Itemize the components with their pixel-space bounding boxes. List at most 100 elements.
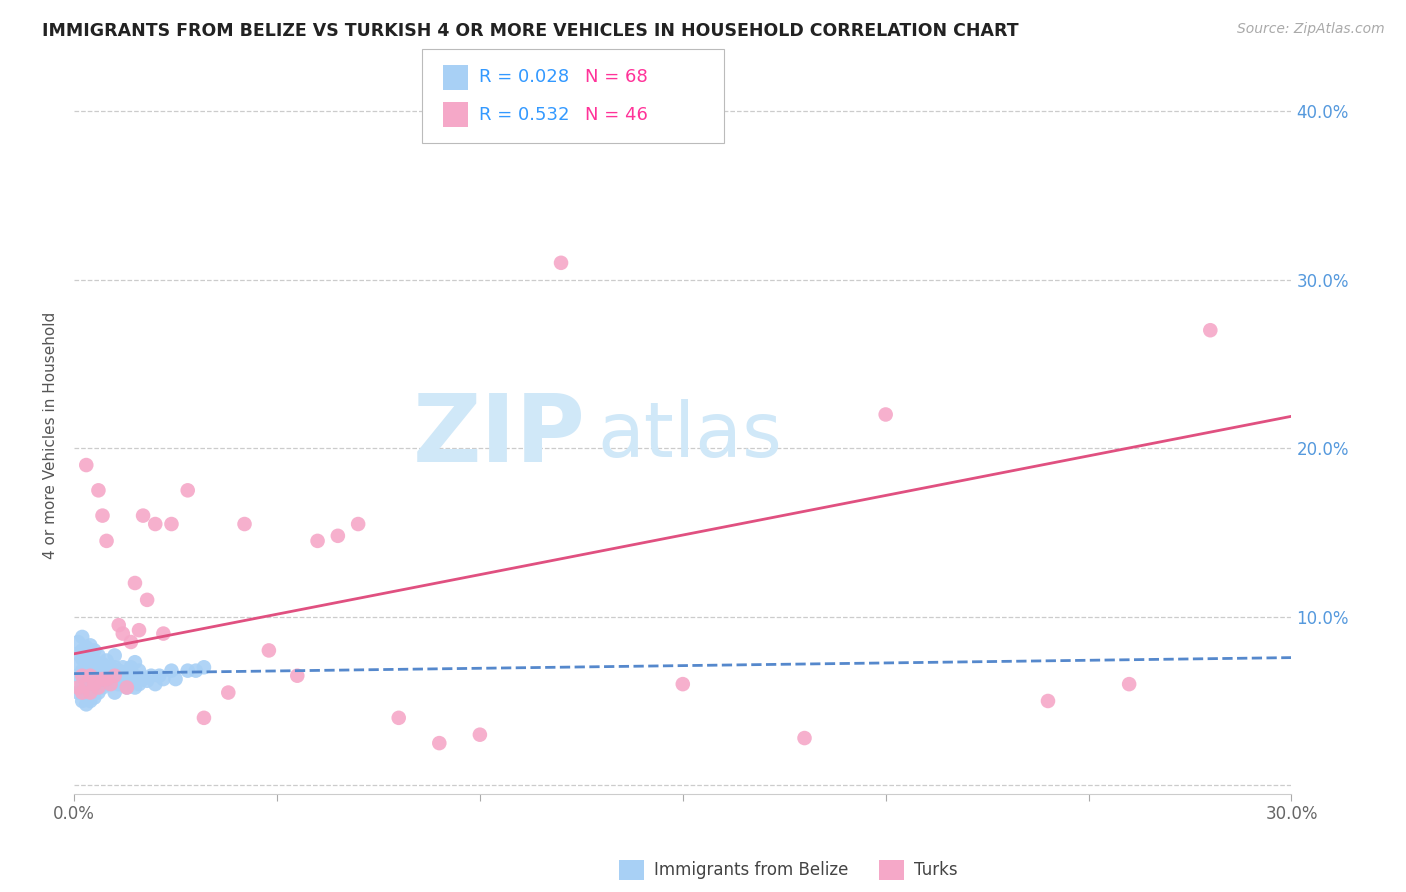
- Point: [111, 673, 134, 688]
- Text: R = 0.532: R = 0.532: [479, 105, 569, 123]
- Point: [257, 643, 280, 657]
- Point: [75, 698, 97, 712]
- Point: [70, 669, 93, 683]
- Point: [124, 576, 146, 591]
- Point: [120, 660, 142, 674]
- Point: [67, 635, 90, 649]
- Point: [96, 677, 118, 691]
- Point: [124, 669, 146, 683]
- Point: [83, 690, 105, 705]
- Point: [79, 694, 101, 708]
- Point: [83, 654, 105, 668]
- Point: [87, 685, 110, 699]
- Point: [388, 711, 411, 725]
- Text: Turks: Turks: [914, 861, 957, 879]
- Point: [184, 664, 207, 678]
- Point: [107, 618, 129, 632]
- Point: [104, 685, 127, 699]
- Point: [79, 657, 101, 671]
- Point: [160, 516, 183, 531]
- Text: Immigrants from Belize: Immigrants from Belize: [654, 861, 848, 879]
- Point: [124, 681, 146, 695]
- Point: [96, 665, 118, 680]
- Point: [793, 731, 815, 745]
- Point: [111, 660, 134, 674]
- Point: [75, 458, 97, 472]
- Point: [70, 652, 93, 666]
- Point: [91, 657, 114, 671]
- Point: [120, 635, 142, 649]
- Point: [79, 685, 101, 699]
- Point: [79, 669, 101, 683]
- Point: [152, 672, 174, 686]
- Point: [307, 533, 329, 548]
- Point: [67, 647, 90, 661]
- Text: N = 46: N = 46: [585, 105, 648, 123]
- Point: [70, 694, 93, 708]
- Point: [67, 681, 90, 695]
- Point: [468, 728, 491, 742]
- Point: [193, 711, 215, 725]
- Point: [75, 684, 97, 698]
- Point: [67, 685, 90, 699]
- Point: [96, 672, 118, 686]
- Point: [79, 669, 101, 683]
- Point: [152, 626, 174, 640]
- Point: [128, 624, 150, 638]
- Point: [115, 681, 138, 695]
- Point: [83, 643, 105, 657]
- Point: [100, 660, 122, 674]
- Point: [70, 677, 93, 691]
- Text: atlas: atlas: [598, 399, 782, 473]
- Point: [91, 681, 114, 695]
- Point: [75, 672, 97, 686]
- Point: [104, 660, 127, 674]
- Point: [193, 660, 215, 674]
- Point: [91, 669, 114, 683]
- Point: [75, 640, 97, 654]
- Point: [148, 669, 170, 683]
- Point: [326, 529, 349, 543]
- Point: [91, 672, 114, 686]
- Point: [141, 669, 163, 683]
- Point: [79, 681, 101, 695]
- Point: [875, 408, 897, 422]
- Point: [87, 681, 110, 695]
- Point: [75, 660, 97, 674]
- Point: [96, 654, 118, 668]
- Point: [91, 508, 114, 523]
- Point: [107, 664, 129, 678]
- Point: [217, 685, 239, 699]
- Point: [75, 650, 97, 665]
- Point: [128, 664, 150, 678]
- Point: [143, 677, 166, 691]
- Point: [70, 685, 93, 699]
- Point: [70, 630, 93, 644]
- Point: [70, 664, 93, 678]
- Point: [128, 677, 150, 691]
- Point: [87, 648, 110, 663]
- Point: [115, 681, 138, 695]
- Point: [87, 483, 110, 498]
- Text: Source: ZipAtlas.com: Source: ZipAtlas.com: [1237, 22, 1385, 37]
- Point: [143, 516, 166, 531]
- Point: [427, 736, 450, 750]
- Point: [104, 669, 127, 683]
- Point: [96, 533, 118, 548]
- Point: [70, 643, 93, 657]
- Point: [132, 508, 155, 523]
- Text: ZIP: ZIP: [412, 390, 585, 482]
- Point: [83, 664, 105, 678]
- Point: [107, 677, 129, 691]
- Text: IMMIGRANTS FROM BELIZE VS TURKISH 4 OR MORE VEHICLES IN HOUSEHOLD CORRELATION CH: IMMIGRANTS FROM BELIZE VS TURKISH 4 OR M…: [42, 22, 1019, 40]
- Point: [67, 669, 90, 683]
- Point: [83, 677, 105, 691]
- Point: [79, 647, 101, 661]
- Point: [104, 672, 127, 686]
- Point: [67, 657, 90, 671]
- Point: [136, 592, 159, 607]
- Point: [120, 673, 142, 688]
- Point: [87, 672, 110, 686]
- Point: [136, 673, 159, 688]
- Point: [1036, 694, 1059, 708]
